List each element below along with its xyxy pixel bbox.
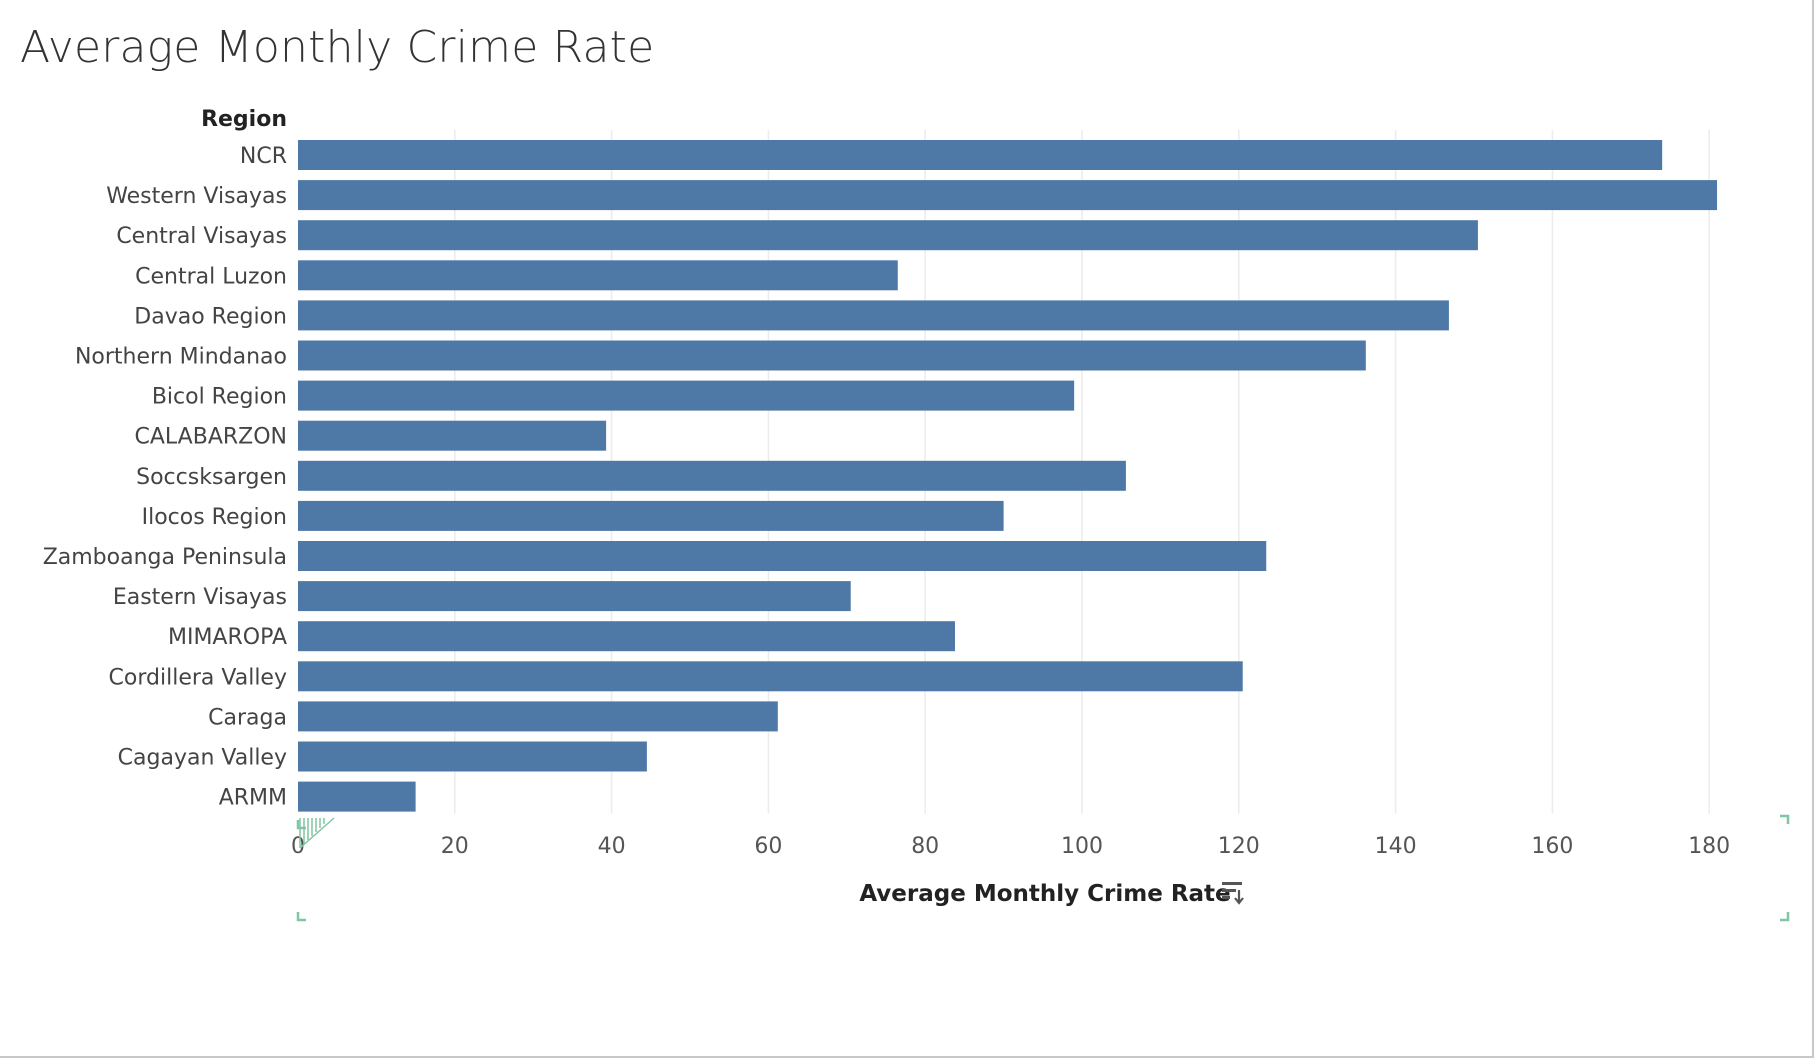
bar[interactable] <box>298 661 1243 692</box>
x-tick-label: 0 <box>291 834 305 859</box>
x-axis-title: Average Monthly Crime Rate <box>859 881 1230 907</box>
x-tick-label: 60 <box>754 834 782 859</box>
category-label[interactable]: Ilocos Region <box>142 505 287 530</box>
x-tick-label: 180 <box>1688 834 1730 859</box>
bar[interactable] <box>298 621 955 652</box>
bar[interactable] <box>298 741 647 772</box>
bar[interactable] <box>298 140 1663 170</box>
x-tick-label: 100 <box>1061 834 1103 859</box>
bar[interactable] <box>298 541 1267 571</box>
bar[interactable] <box>298 260 898 291</box>
selection-corner <box>296 820 306 830</box>
bar[interactable] <box>298 460 1126 491</box>
category-label[interactable]: Caraga <box>208 705 287 730</box>
bar[interactable] <box>298 701 778 732</box>
bar[interactable] <box>298 220 1478 251</box>
x-tick-label: 80 <box>911 834 939 859</box>
category-label[interactable]: Soccsksargen <box>136 465 287 490</box>
bar[interactable] <box>298 781 416 812</box>
category-label[interactable]: Eastern Visayas <box>113 585 287 610</box>
category-label[interactable]: NCR <box>240 144 287 169</box>
axis-origin-handle[interactable] <box>299 817 335 849</box>
bar[interactable] <box>298 300 1449 331</box>
x-tick-label: 40 <box>598 834 626 859</box>
category-label[interactable]: Cordillera Valley <box>109 665 287 690</box>
bar[interactable] <box>298 180 1718 211</box>
category-label[interactable]: Davao Region <box>134 304 287 329</box>
x-tick-label: 160 <box>1531 834 1573 859</box>
x-tick-label: 120 <box>1218 834 1260 859</box>
selection-corner <box>1780 814 1790 824</box>
category-label[interactable]: Central Visayas <box>116 224 287 249</box>
category-label[interactable]: Cagayan Valley <box>118 746 287 771</box>
category-label[interactable]: Central Luzon <box>135 264 287 289</box>
x-tick-label: 20 <box>441 834 469 859</box>
bar[interactable] <box>298 581 851 612</box>
category-header: Region <box>201 107 287 132</box>
bar[interactable] <box>298 420 607 451</box>
bar[interactable] <box>298 340 1366 371</box>
sort-descending-icon[interactable] <box>1222 882 1244 905</box>
category-label[interactable]: ARMM <box>219 786 287 811</box>
category-label[interactable]: Zamboanga Peninsula <box>43 545 287 570</box>
bar[interactable] <box>298 380 1075 411</box>
x-tick-label: 140 <box>1375 834 1417 859</box>
bar[interactable] <box>298 500 1004 531</box>
category-label[interactable]: Western Visayas <box>106 184 287 209</box>
category-label[interactable]: Bicol Region <box>152 385 287 410</box>
category-label[interactable]: Northern Mindanao <box>75 345 287 370</box>
selection-corner <box>296 912 306 922</box>
category-label[interactable]: CALABARZON <box>135 425 288 450</box>
chart-title: Average Monthly Crime Rate <box>20 22 655 73</box>
selection-corner <box>1780 912 1790 922</box>
category-label[interactable]: MIMAROPA <box>168 625 287 650</box>
